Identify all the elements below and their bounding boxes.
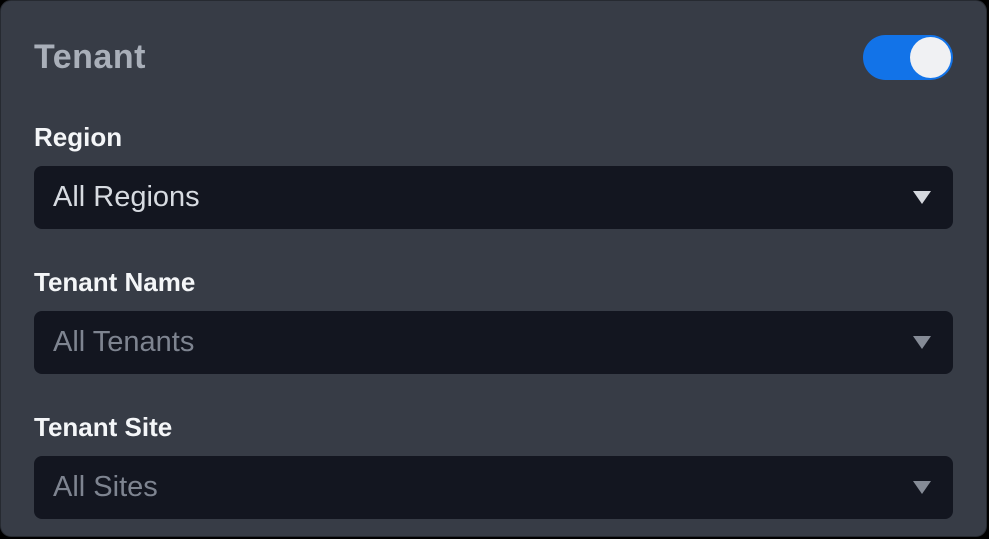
chevron-down-icon — [913, 191, 931, 204]
tenant-toggle[interactable] — [863, 34, 953, 80]
chevron-down-icon — [913, 336, 931, 349]
tenant-name-label: Tenant Name — [34, 267, 196, 297]
tenant-name-dropdown-value: All Tenants — [53, 326, 195, 358]
tenant-site-dropdown-value: All Sites — [53, 471, 158, 503]
panel-header: Tenant — [34, 34, 953, 80]
panel-content: Tenant Region All Regions Tenant Name Al… — [1, 34, 986, 519]
region-dropdown[interactable]: All Regions — [34, 166, 953, 229]
tenant-site-dropdown[interactable]: All Sites — [34, 456, 953, 519]
tenant-site-label: Tenant Site — [34, 412, 173, 442]
region-dropdown-value: All Regions — [53, 181, 200, 213]
region-label: Region — [34, 122, 123, 152]
tenant-name-dropdown[interactable]: All Tenants — [34, 311, 953, 374]
toggle-knob-icon — [910, 36, 951, 78]
panel-title: Tenant — [34, 38, 146, 76]
chevron-down-icon — [913, 481, 931, 494]
